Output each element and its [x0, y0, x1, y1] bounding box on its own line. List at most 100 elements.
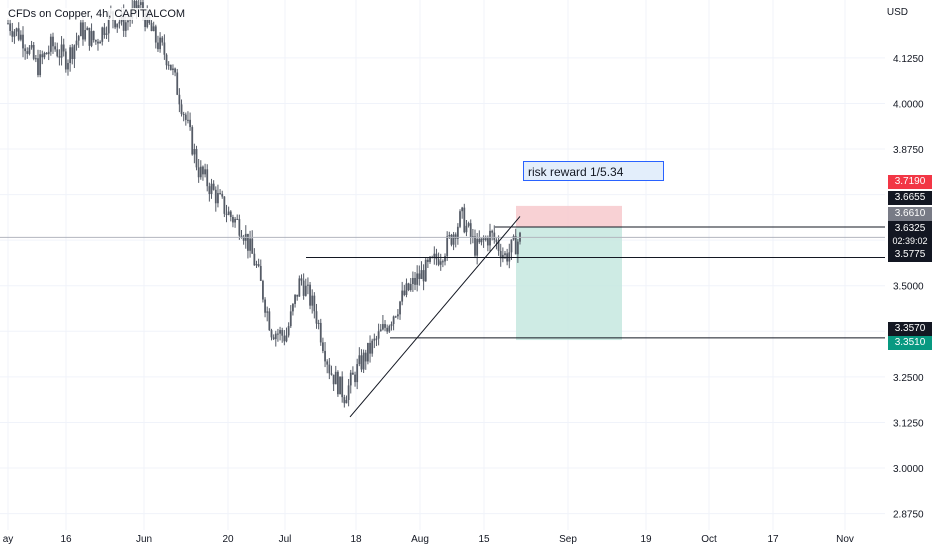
candle-body: [508, 252, 511, 262]
candle-body: [232, 216, 234, 223]
candle-body: [82, 22, 84, 40]
candle-body: [259, 265, 262, 281]
candle-body: [99, 41, 102, 44]
candle-body: [364, 352, 367, 362]
candle-body: [469, 223, 472, 237]
candle-body: [191, 127, 194, 155]
candle-body: [354, 374, 356, 383]
candle-body: [422, 270, 425, 282]
candle-body: [240, 235, 243, 238]
candle-body: [476, 238, 479, 256]
chart-title: CFDs on Copper, 4h, CAPITALCOM: [6, 8, 188, 20]
candle-body: [97, 41, 99, 44]
candle-body: [326, 361, 329, 365]
candle-body: [150, 22, 153, 32]
candle-body: [178, 94, 181, 105]
price-axis[interactable]: 4.12504.00003.87503.75003.62503.50003.37…: [893, 54, 924, 521]
price-tag-stop: 3.7190: [888, 175, 932, 189]
candle-body: [43, 52, 46, 58]
candle-body: [448, 234, 451, 237]
candle-body: [137, 5, 140, 11]
candle-body: [375, 338, 378, 340]
candle-body: [283, 335, 286, 342]
x-tick-label: 15: [478, 534, 490, 545]
x-tick-label: 19: [640, 534, 652, 545]
candle-body: [13, 31, 16, 37]
candle-body: [195, 149, 198, 168]
candle-body: [349, 372, 352, 386]
candle-body: [206, 169, 209, 187]
candle-body: [480, 238, 483, 243]
candle-body: [184, 114, 187, 120]
candle-body: [103, 27, 106, 35]
candle-body: [182, 113, 185, 115]
price-tag-entry-upper: 3.6655: [888, 191, 932, 205]
candle-countdown: 02:39:02: [892, 236, 928, 246]
candle-body: [433, 253, 436, 258]
candle-body: [118, 21, 121, 24]
candle-body: [255, 264, 258, 266]
candle-body: [304, 285, 307, 296]
candle-body: [242, 237, 245, 241]
risk-reward-label[interactable]: risk reward 1/5.34: [523, 161, 664, 181]
candle-body: [34, 58, 37, 60]
price-tag-entry: 3.6610: [888, 207, 932, 221]
candle-body: [287, 326, 290, 336]
candle-body: [300, 278, 303, 281]
x-tick-label: Aug: [411, 534, 429, 545]
candle-body: [360, 355, 363, 370]
time-axis[interactable]: ay 16 Jun 20 Jul 18 Aug 15 Sep 19 Oct 17 Nov: [3, 534, 854, 545]
x-tick-label: Jun: [136, 534, 152, 545]
candle-body: [142, 2, 144, 14]
candle-body: [204, 169, 206, 175]
horizontal-levels[interactable]: [0, 226, 885, 339]
candle-body: [94, 40, 97, 42]
candle-body: [174, 68, 176, 73]
candle-body: [371, 340, 374, 354]
candle-body: [396, 314, 399, 317]
candle-body: [482, 238, 485, 241]
candle-body: [54, 46, 57, 50]
take-profit-zone[interactable]: [516, 227, 622, 341]
vertical-gridlines: [7, 0, 846, 530]
candle-body: [334, 371, 337, 385]
y-tick-label: 3.8750: [893, 145, 924, 156]
price-tag-lower-line: 3.3570: [888, 322, 932, 336]
candle-body: [225, 213, 228, 215]
candle-body: [302, 280, 305, 296]
candle-body: [236, 218, 239, 220]
candle-body: [133, 0, 136, 8]
candle-body: [358, 355, 361, 365]
candle-body: [253, 253, 256, 266]
candle-body: [446, 236, 449, 257]
candle-body: [409, 283, 412, 291]
y-tick-label: 3.2500: [893, 373, 924, 384]
candle-body: [39, 54, 42, 76]
candle-body: [381, 324, 384, 330]
candle-body: [439, 261, 442, 265]
candle-body: [266, 311, 269, 313]
candle-body: [73, 45, 76, 60]
candle-body: [339, 376, 341, 395]
candle-body: [471, 236, 474, 238]
candle-body: [107, 13, 110, 34]
candle-body: [7, 23, 9, 25]
candle-body: [202, 166, 204, 175]
candle-body: [88, 27, 91, 46]
candle-body: [234, 218, 236, 223]
candle-body: [84, 29, 87, 40]
candle-body: [77, 36, 80, 41]
candle-body: [60, 44, 63, 58]
candle-body: [214, 189, 217, 204]
candle-body: [219, 193, 221, 195]
candle-body: [289, 311, 292, 327]
candle-body: [495, 239, 498, 242]
candle-body: [15, 28, 18, 32]
candle-body: [169, 64, 172, 71]
stop-loss-zone[interactable]: [516, 205, 622, 228]
trendline[interactable]: [349, 216, 521, 418]
candle-body: [32, 45, 35, 59]
candle-body: [337, 371, 339, 395]
price-tag-target: 3.3510: [888, 336, 932, 350]
